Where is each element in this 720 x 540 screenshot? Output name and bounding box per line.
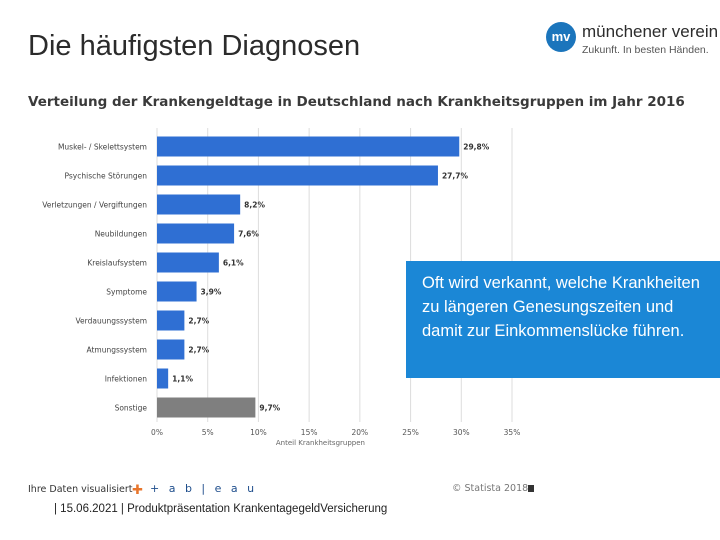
x-tick-label: 35% (504, 428, 521, 437)
x-axis-title: Anteil Krankheitsgruppen (276, 439, 365, 447)
statista-credit: © Statista 2018 (452, 483, 529, 494)
logo-slogan: Zukunft. In besten Händen. (582, 44, 709, 56)
tableau-wordmark: + a b | e a u (150, 482, 258, 495)
value-label: 29,8% (463, 143, 490, 152)
bar (157, 223, 235, 244)
callout-text: Oft wird verkannt, welche Krankheiten zu… (422, 274, 700, 340)
category-label: Muskel- / Skelettsystem (58, 143, 147, 152)
category-label: Verdauungssystem (75, 317, 147, 326)
category-label: Psychische Störungen (65, 172, 148, 181)
logo: mv münchener verein Zukunft. In besten H… (546, 20, 719, 66)
chart-title: Verteilung der Krankengeldtage in Deutsc… (28, 94, 685, 110)
bar (157, 165, 438, 186)
category-label: Atmungssystem (86, 346, 147, 355)
x-tick-label: 30% (453, 428, 470, 437)
value-label: 6,1% (223, 259, 244, 268)
bar (157, 310, 185, 331)
value-label: 1,1% (172, 375, 193, 384)
value-label: 7,6% (238, 230, 259, 239)
bar (157, 194, 241, 215)
value-label: 9,7% (259, 404, 280, 413)
x-tick-label: 25% (402, 428, 419, 437)
category-label: Sonstige (115, 404, 148, 413)
slide-title: Die häufigsten Diagnosen (28, 30, 361, 62)
x-tick-label: 0% (151, 428, 163, 437)
tableau-icon: ✚ (132, 482, 143, 497)
logo-name: münchener verein (582, 22, 719, 41)
value-label: 27,7% (442, 172, 469, 181)
category-label: Infektionen (105, 375, 148, 384)
bar (157, 136, 460, 157)
x-tick-label: 10% (250, 428, 267, 437)
bar (157, 281, 197, 302)
category-label: Kreislaufsystem (87, 259, 147, 268)
category-label: Symptome (106, 288, 147, 297)
bar (157, 339, 185, 360)
flag-icon (528, 485, 534, 492)
category-label: Neubildungen (95, 230, 148, 239)
bar (157, 368, 169, 389)
value-label: 8,2% (244, 201, 265, 210)
bar (157, 397, 256, 418)
logo-mark: mv (546, 22, 576, 52)
x-tick-label: 20% (352, 428, 369, 437)
x-tick-label: 15% (301, 428, 318, 437)
slide-footer: | 15.06.2021 | Produktpräsentation Krank… (54, 503, 388, 515)
value-label: 3,9% (201, 288, 222, 297)
category-label: Verletzungen / Vergiftungen (42, 201, 147, 210)
value-label: 2,7% (188, 346, 209, 355)
bar-chart: 0% 5% 10% 15% 20% 25% 30% 35% Muskel- / Skeletts… (42, 128, 521, 447)
callout-box: Oft wird verkannt, welche Krankheiten zu… (406, 261, 720, 378)
bar (157, 252, 219, 273)
chart-footer-label: Ihre Daten visualisiert (28, 484, 133, 495)
x-tick-label: 5% (202, 428, 214, 437)
value-label: 2,7% (188, 317, 209, 326)
